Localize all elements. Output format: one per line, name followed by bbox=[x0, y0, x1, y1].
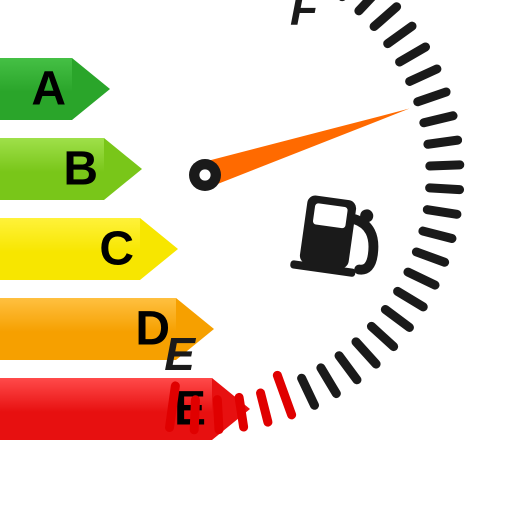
gauge-tick bbox=[374, 7, 397, 27]
gauge-tick bbox=[418, 92, 446, 102]
fuel-gauge: FE bbox=[0, 0, 512, 512]
gauge-tick bbox=[359, 0, 380, 11]
gauge-tick bbox=[388, 26, 412, 44]
gauge-tick bbox=[339, 356, 357, 380]
stage: ABCDE FE bbox=[0, 0, 512, 512]
gauge-tick bbox=[430, 165, 460, 166]
gauge-tick bbox=[239, 397, 244, 427]
gauge-tick bbox=[194, 400, 195, 430]
gauge-tick bbox=[408, 272, 435, 285]
gauge-tick bbox=[398, 291, 424, 307]
gauge-tick bbox=[356, 342, 376, 364]
gauge-tick bbox=[427, 210, 457, 215]
gauge-tick bbox=[302, 378, 315, 405]
gauge-tick bbox=[424, 116, 453, 123]
gauge-tick bbox=[430, 188, 460, 190]
gauge-tick bbox=[371, 326, 393, 346]
gauge-tick bbox=[261, 393, 268, 422]
gauge-tick bbox=[217, 400, 219, 430]
gauge-tick bbox=[416, 252, 444, 262]
gauge-tick bbox=[385, 310, 409, 328]
gauge-tick bbox=[428, 140, 458, 144]
gauge-tick bbox=[321, 368, 336, 394]
gauge-tick bbox=[170, 386, 176, 428]
gauge-tick bbox=[400, 47, 426, 62]
gauge-tick bbox=[410, 69, 437, 81]
gauge-label-empty: E bbox=[164, 328, 196, 380]
gauge-tick bbox=[277, 375, 291, 415]
gauge-needle bbox=[201, 109, 409, 188]
gauge-hub-center bbox=[199, 169, 210, 180]
fuel-pump-icon bbox=[290, 193, 380, 279]
gauge-tick bbox=[423, 231, 452, 238]
gauge-label-full: F bbox=[290, 0, 320, 34]
